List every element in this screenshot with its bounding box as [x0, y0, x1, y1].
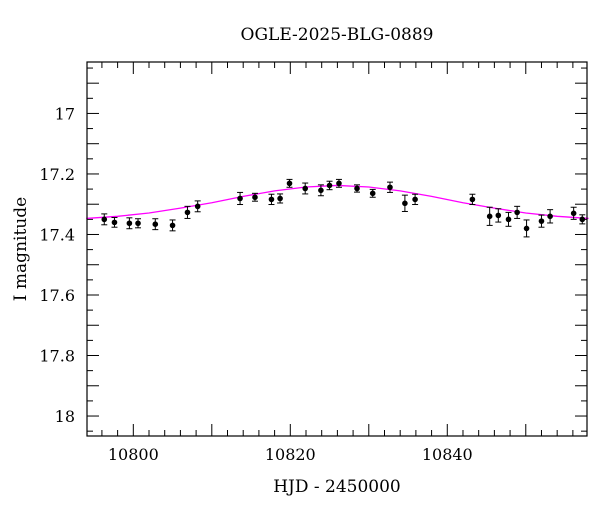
plot-area [86, 178, 589, 238]
point-marker [194, 203, 201, 210]
point-marker [514, 209, 520, 216]
data-point [523, 219, 530, 238]
data-point [486, 206, 493, 226]
data-point [317, 184, 324, 197]
point-marker [469, 196, 476, 203]
data-point [126, 217, 133, 230]
chart-title: OGLE-2025-BLG-0889 [241, 25, 434, 45]
data-point [194, 200, 201, 213]
data-point [135, 218, 142, 229]
data-point [505, 211, 512, 227]
y-tick-label: 17.6 [39, 286, 75, 305]
x-tick-label: 10800 [108, 445, 159, 464]
data-point [326, 180, 333, 191]
data-point [251, 192, 258, 202]
y-tick-label: 17.8 [39, 347, 75, 366]
data-point [495, 208, 502, 223]
point-marker [152, 221, 159, 227]
x-tick-label: 10820 [265, 445, 316, 464]
point-marker [412, 196, 418, 203]
model-curve [86, 184, 589, 220]
point-marker [135, 220, 141, 227]
point-marker [570, 210, 577, 217]
data-point [514, 205, 521, 219]
tick-labels: 10800 10820 10840 17 17.2 17.4 17.6 17.8 18 [39, 104, 472, 464]
point-marker [387, 184, 393, 191]
point-marker [318, 187, 324, 194]
data-point [579, 214, 586, 225]
data-point [184, 205, 191, 219]
point-marker [268, 196, 275, 203]
point-marker [336, 180, 342, 187]
data-point [169, 219, 176, 232]
data-point [302, 182, 309, 195]
x-tick-label: 10840 [422, 445, 473, 464]
point-marker [369, 190, 376, 197]
data-point [386, 181, 393, 193]
point-marker [326, 182, 333, 189]
point-marker [486, 213, 493, 220]
x-axis-label: HJD - 2450000 [273, 477, 401, 497]
data-point [547, 209, 554, 224]
data-point [570, 206, 577, 220]
data-point [277, 193, 284, 204]
point-marker [126, 220, 133, 227]
point-marker [101, 216, 108, 223]
y-tick-label: 18 [55, 407, 75, 426]
y-tick-label: 17.2 [39, 165, 75, 184]
data-point [469, 193, 476, 206]
y-tick-label: 17.4 [39, 225, 75, 244]
y-tick-label: 17 [55, 104, 75, 123]
point-marker [277, 195, 283, 202]
point-marker [495, 212, 502, 219]
data-point [401, 194, 408, 212]
point-marker [286, 180, 293, 187]
point-marker [252, 194, 258, 201]
data-point [111, 217, 118, 228]
data-point [538, 214, 545, 228]
data-point [335, 178, 342, 188]
point-marker [505, 216, 512, 223]
point-marker [302, 185, 309, 192]
point-marker [523, 225, 530, 232]
axis-ticks [87, 62, 587, 436]
point-marker [547, 213, 553, 220]
point-marker [111, 219, 118, 226]
data-point [412, 193, 419, 206]
point-marker [579, 216, 586, 223]
plot-frame [86, 61, 588, 437]
data-point [268, 193, 275, 206]
point-marker [169, 222, 176, 229]
point-marker [538, 218, 545, 224]
data-point [354, 184, 361, 193]
y-axis-label: I magnitude [11, 197, 31, 301]
point-marker [402, 200, 408, 207]
point-marker [354, 185, 360, 192]
data-point [369, 188, 376, 198]
point-marker [237, 195, 243, 202]
data-point [237, 191, 244, 206]
data-point [286, 178, 293, 188]
point-marker [184, 209, 191, 216]
data-point [152, 218, 159, 231]
data-point [101, 213, 108, 226]
